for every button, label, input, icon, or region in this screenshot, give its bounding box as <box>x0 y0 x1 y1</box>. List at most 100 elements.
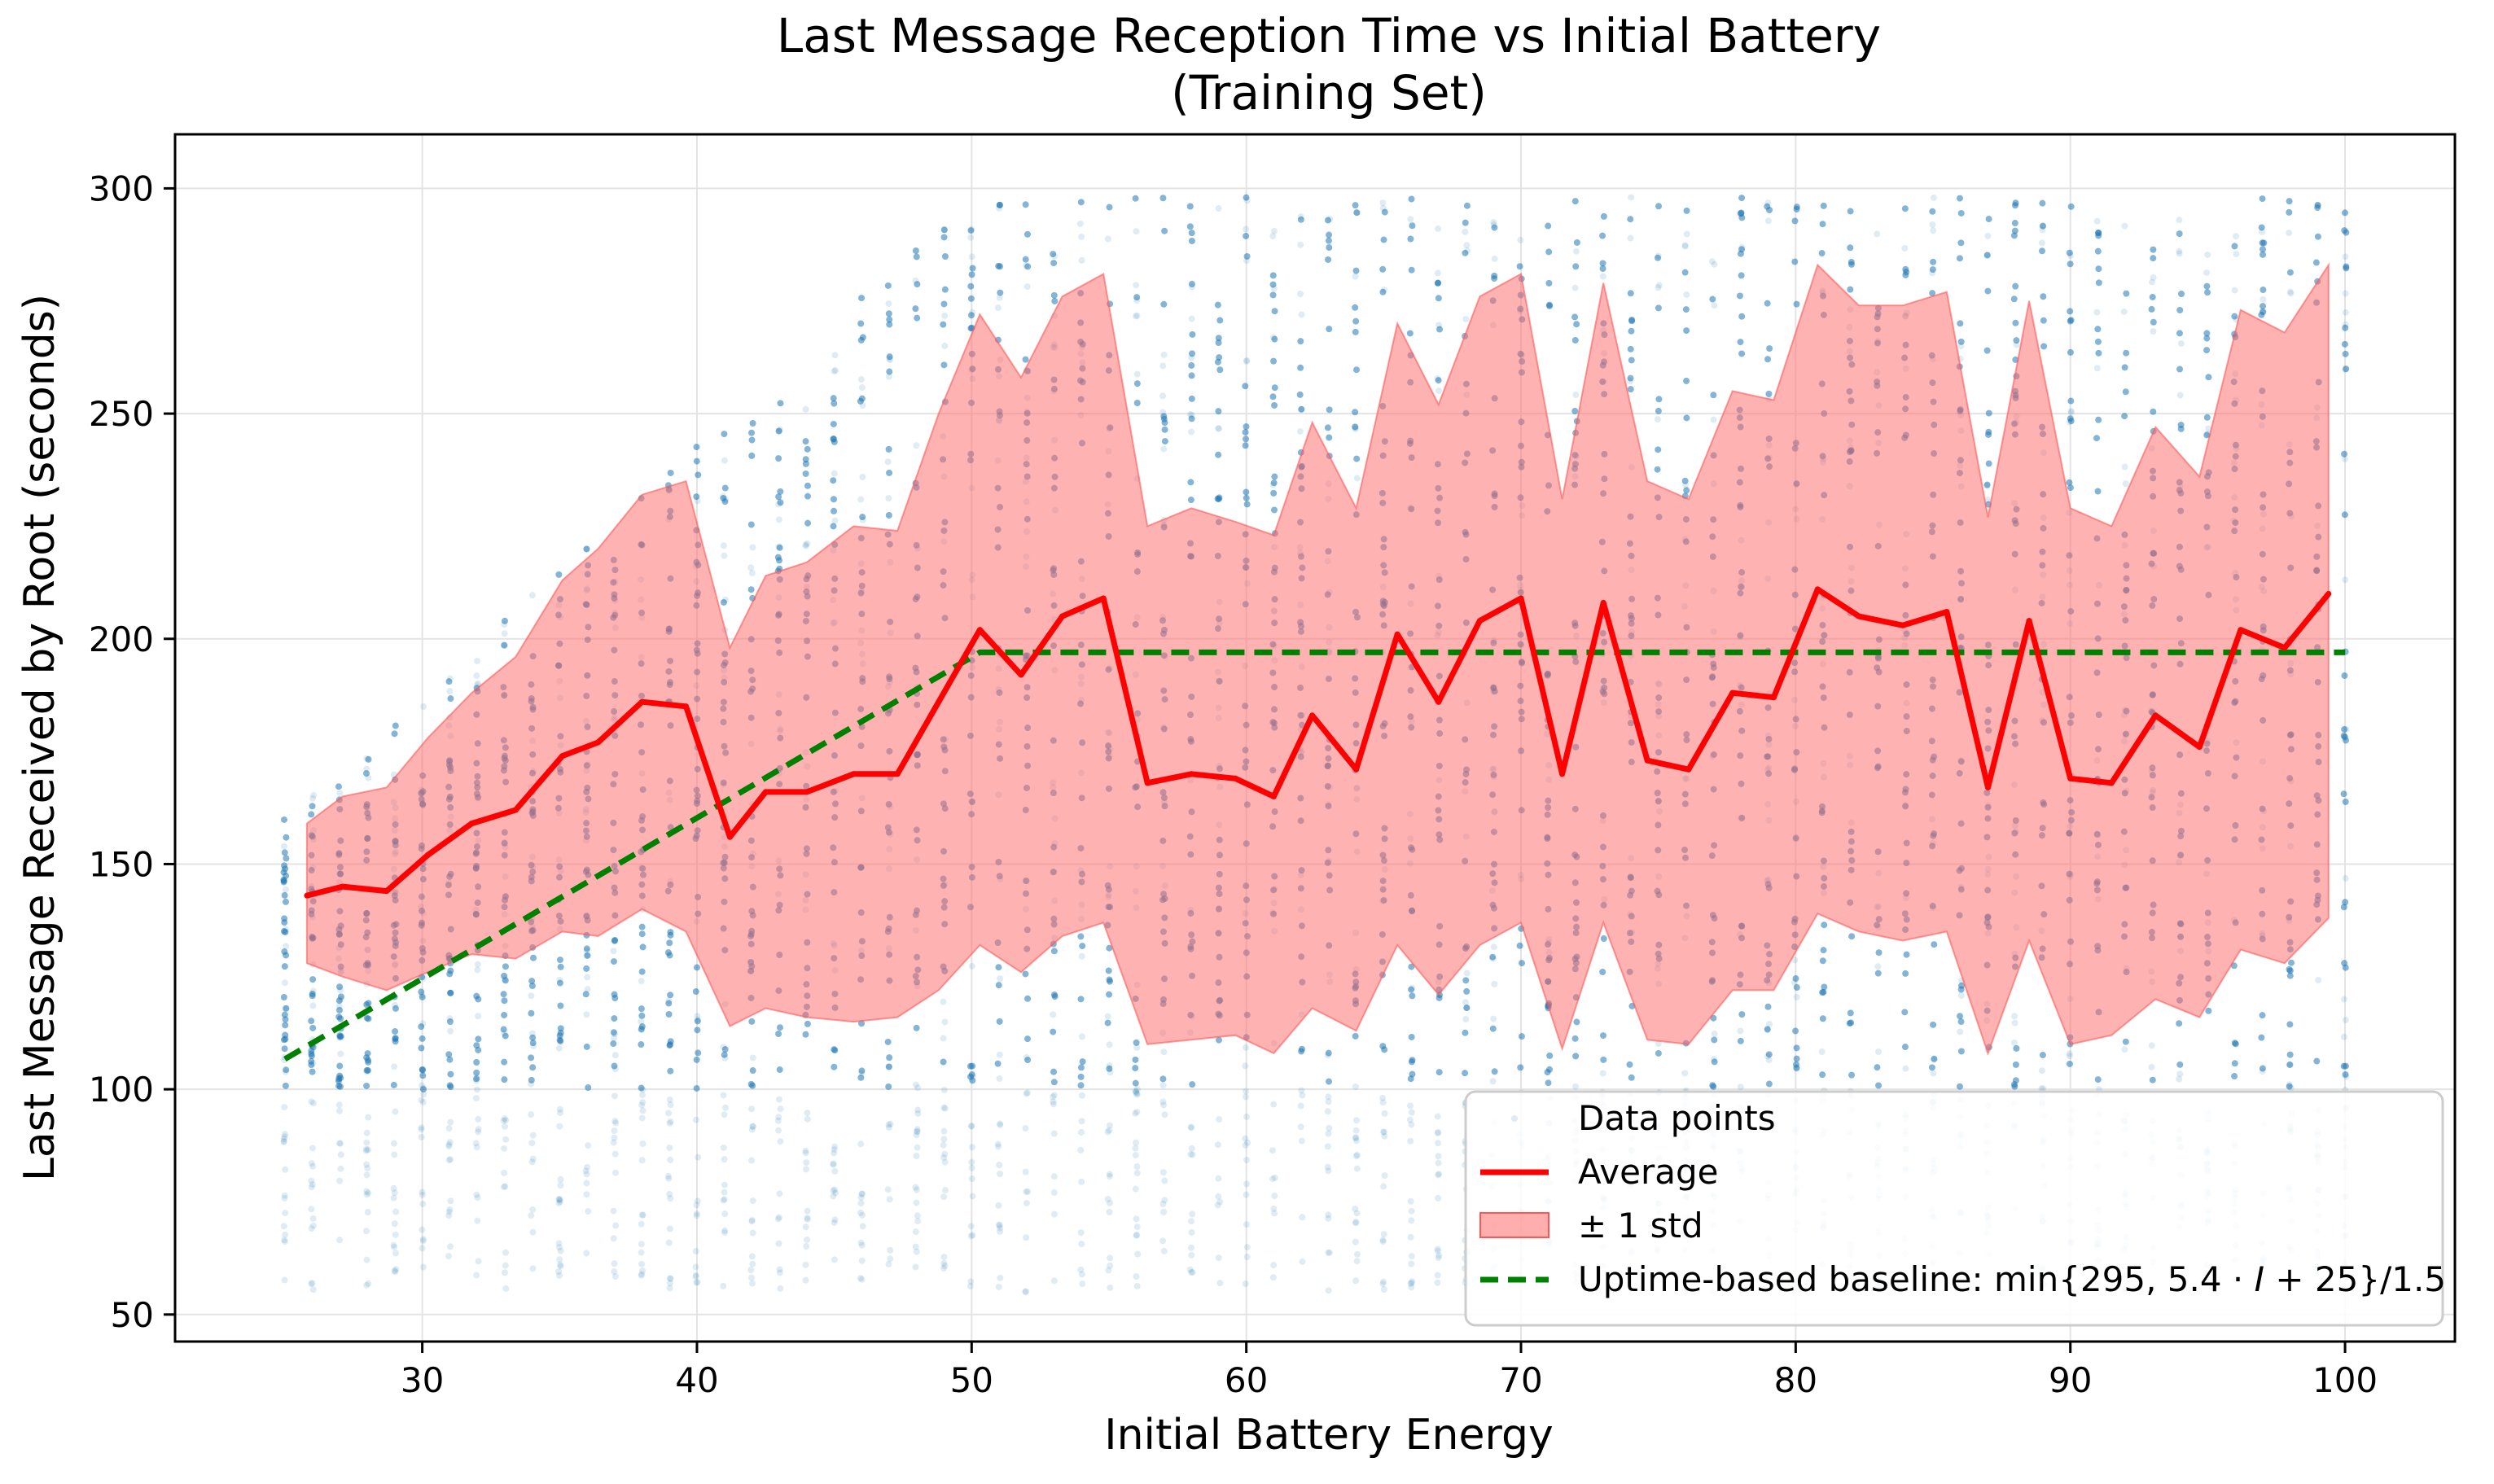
scatter-point <box>940 1265 948 1272</box>
scatter-point <box>1764 356 1772 363</box>
scatter-point <box>611 1052 619 1059</box>
scatter-point <box>1435 1171 1442 1179</box>
scatter-point <box>2149 278 2156 286</box>
scatter-point <box>363 770 370 777</box>
scatter-point <box>914 1126 921 1133</box>
scatter-point <box>1434 269 1441 277</box>
scatter-point <box>1737 1037 1744 1044</box>
scatter-point <box>748 1018 756 1025</box>
scatter-point <box>1133 1090 1141 1097</box>
y-tick-label: 100 <box>89 1070 154 1110</box>
scatter-point <box>1188 354 1195 361</box>
scatter-point <box>720 1197 727 1204</box>
scatter-point <box>1298 311 1305 318</box>
scatter-point <box>914 1218 922 1225</box>
scatter-point <box>831 507 838 514</box>
scatter-point <box>2342 1062 2349 1070</box>
scatter-point <box>994 1140 1002 1148</box>
scatter-point <box>885 445 892 453</box>
scatter-point <box>419 1066 426 1074</box>
scatter-point <box>885 310 892 317</box>
scatter-point <box>1793 984 1800 992</box>
scatter-point <box>1133 1163 1141 1171</box>
scatter-point <box>1435 387 1442 395</box>
scatter-point <box>1352 424 1359 431</box>
scatter-point <box>694 1013 701 1020</box>
average-point <box>976 627 983 633</box>
scatter-point <box>1902 970 1909 977</box>
scatter-point <box>1270 1262 1278 1269</box>
scatter-point <box>1600 935 1607 942</box>
scatter-point <box>282 1016 289 1023</box>
average-point <box>340 883 346 890</box>
scatter-point <box>2150 328 2157 335</box>
scatter-point <box>1958 982 1966 989</box>
scatter-point <box>1106 1122 1113 1129</box>
scatter-point <box>2341 511 2348 519</box>
scatter-point <box>2038 1067 2045 1075</box>
scatter-point <box>309 1002 317 1009</box>
scatter-point <box>776 1269 783 1276</box>
scatter-point <box>1215 1193 1222 1200</box>
scatter-point <box>1681 477 1689 484</box>
scatter-point <box>1765 1080 1773 1088</box>
scatter-point <box>1655 282 1663 289</box>
scatter-point <box>473 1075 480 1083</box>
scatter-point <box>912 305 919 313</box>
scatter-point <box>1901 1044 1909 1051</box>
scatter-point <box>392 1005 399 1012</box>
scatter-point <box>2038 1085 2045 1092</box>
scatter-point <box>774 1127 782 1134</box>
scatter-point <box>1022 1288 1029 1295</box>
scatter-point <box>1186 203 1194 210</box>
scatter-point <box>1793 993 1800 1000</box>
scatter-point <box>1627 290 1634 297</box>
scatter-point <box>2176 1020 2183 1027</box>
scatter-point <box>1793 1065 1800 1072</box>
scatter-point <box>280 1223 287 1230</box>
scatter-point <box>1106 976 1113 983</box>
scatter-point <box>1324 217 1331 224</box>
scatter-point <box>997 1274 1004 1281</box>
scatter-point <box>721 1210 729 1218</box>
scatter-point <box>1133 1224 1141 1231</box>
scatter-point <box>1655 304 1662 312</box>
scatter-point <box>1380 1231 1387 1238</box>
scatter-point <box>612 1119 620 1127</box>
scatter-point <box>1711 1030 1718 1037</box>
scatter-point <box>1655 203 1663 210</box>
scatter-point <box>1599 232 1606 239</box>
scatter-point <box>1050 1101 1057 1108</box>
scatter-point <box>887 1246 894 1254</box>
scatter-point <box>2342 1070 2349 1078</box>
scatter-point <box>1462 999 1469 1006</box>
scatter-point <box>2093 365 2101 372</box>
scatter-point <box>365 1189 372 1197</box>
scatter-point <box>611 1260 618 1267</box>
scatter-point <box>912 1081 919 1088</box>
scatter-point <box>363 1066 370 1074</box>
scatter-point <box>885 1123 892 1131</box>
scatter-point <box>1297 1123 1304 1131</box>
scatter-point <box>1710 416 1717 423</box>
scatter-point <box>1078 1118 1085 1125</box>
scatter-point <box>1462 1070 1469 1077</box>
scatter-point <box>282 1005 289 1013</box>
scatter-point <box>611 1150 619 1158</box>
scatter-point <box>1297 216 1304 223</box>
scatter-point <box>1189 331 1196 338</box>
scatter-point <box>555 1244 563 1251</box>
scatter-point <box>1655 396 1663 403</box>
scatter-point <box>556 1198 563 1206</box>
scatter-point <box>611 1273 619 1280</box>
scatter-point <box>557 1002 564 1009</box>
scatter-point <box>967 1232 975 1240</box>
scatter-point <box>2095 349 2102 357</box>
scatter-point <box>1161 438 1168 445</box>
scatter-point <box>1711 302 1718 309</box>
scatter-point <box>721 1229 729 1237</box>
scatter-point <box>748 1280 756 1287</box>
scatter-point <box>747 1267 755 1274</box>
legend-label-std: ± 1 std <box>1578 1206 1703 1245</box>
scatter-point <box>831 1167 839 1175</box>
